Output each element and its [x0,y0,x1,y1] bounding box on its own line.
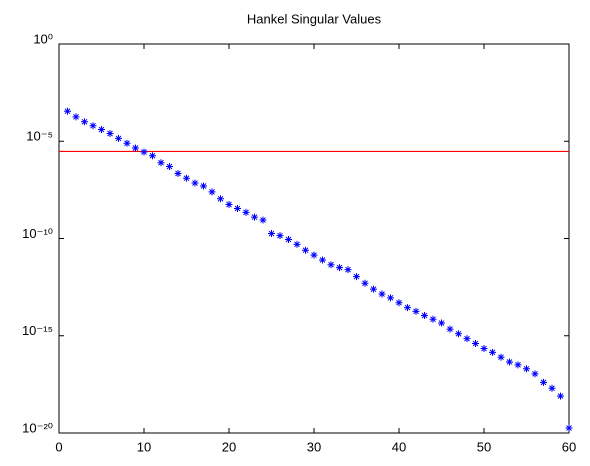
data-point [123,139,131,147]
data-point [531,370,539,378]
data-point [302,246,309,254]
data-point [327,261,335,269]
data-point [353,273,360,281]
data-point [514,361,522,369]
data-point [106,130,114,138]
data-point [540,378,547,386]
data-point [455,330,462,338]
data-point [89,122,97,130]
x-tick-label: 20 [222,439,236,454]
data-point [472,339,479,347]
data-point [191,179,199,187]
data-point [310,251,318,259]
data-point [336,264,343,272]
data-point [370,285,377,293]
x-tick-label: 40 [392,439,406,454]
plot-box [58,43,570,434]
data-point [293,240,301,248]
data-point [489,348,496,356]
data-point [387,294,394,302]
x-tick-label: 60 [562,439,576,454]
y-tick-label: 10⁻¹⁵ [22,323,53,338]
data-point [234,204,241,212]
data-point [276,232,284,240]
data-point [217,195,224,203]
data-point [480,345,488,353]
x-tick-label: 50 [477,439,491,454]
data-point [319,256,326,264]
data-point [208,188,216,196]
x-tick-label: 30 [307,439,321,454]
data-point [251,213,258,221]
data-point [412,307,420,315]
data-point [200,182,207,190]
data-point [174,169,182,177]
data-point [72,113,80,121]
data-point [395,299,403,307]
data-point [378,290,386,298]
data-point [429,315,437,323]
data-point [497,353,505,361]
data-point [438,319,445,327]
data-point [157,159,165,167]
data-point [166,163,173,171]
chart-title: Hankel Singular Values [247,11,382,26]
data-point [183,174,190,182]
y-tick-label: 10⁻²⁰ [22,420,53,435]
data-point [132,144,139,152]
data-point [64,107,71,115]
data-point [446,325,454,333]
data-point [225,200,233,208]
data-point [81,118,88,126]
data-point [421,311,428,319]
data-point [344,266,352,274]
x-tick-label: 0 [55,439,62,454]
y-tick-label: 10⁻¹⁰ [22,226,53,241]
x-tick-label: 10 [137,439,151,454]
data-point [285,235,292,243]
data-point [463,335,471,343]
data-point [149,152,156,160]
data-point [404,304,411,312]
data-point [557,392,564,400]
data-point [98,126,105,134]
data-point [242,208,250,216]
data-point [140,148,148,156]
data-point [361,279,369,287]
y-tick-label: 10⁰ [33,31,53,46]
data-point [259,216,267,224]
data-point [268,230,275,238]
data-point [548,384,556,392]
data-point [565,424,573,432]
y-tick-label: 10⁻⁵ [26,129,53,144]
data-point [115,134,122,142]
data-point [506,358,513,366]
data-point [523,365,530,373]
